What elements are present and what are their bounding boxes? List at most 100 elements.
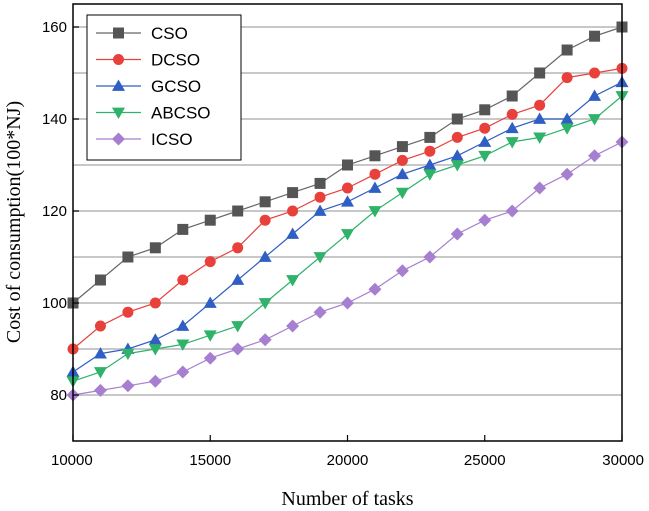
x-tick-label: 15000 (189, 452, 231, 469)
legend-label-cso: CSO (151, 24, 188, 43)
data-point-abcso (341, 229, 354, 241)
data-point-dcso (287, 205, 299, 217)
x-tick-label: 30000 (602, 452, 644, 469)
data-point-dcso (259, 214, 271, 226)
data-point-dcso (479, 122, 491, 134)
legend-marker-gcso (112, 79, 125, 91)
axis-ticks: 80 100 120 140 160 10000 15000 20000 25000 30000 (42, 19, 644, 469)
data-point-icso (286, 319, 300, 333)
series-dcso (67, 62, 628, 355)
x-tick-label: 20000 (327, 452, 369, 469)
data-point-cso (506, 90, 518, 102)
data-point-abcso (588, 114, 602, 126)
data-point-icso (395, 264, 409, 278)
series-icso (66, 135, 629, 402)
legend-item-gcso: GCSO (96, 77, 201, 96)
data-point-dcso (149, 297, 161, 309)
data-point-cso (314, 177, 326, 189)
legend-item-icso: ICSO (96, 130, 193, 149)
data-point-cso (122, 251, 134, 263)
data-point-gcso (258, 250, 272, 262)
data-point-gcso (533, 112, 547, 124)
data-point-gcso (286, 227, 300, 239)
data-point-cso (589, 30, 601, 42)
data-point-cso (259, 196, 271, 208)
data-point-dcso (122, 306, 134, 318)
data-point-gcso (148, 333, 162, 345)
data-point-abcso (560, 123, 574, 135)
legend-item-abcso: ABCSO (96, 104, 211, 123)
data-point-dcso (314, 191, 326, 203)
data-point-icso (313, 305, 327, 319)
data-point-gcso (395, 167, 409, 180)
data-point-gcso (588, 89, 602, 101)
y-tick-label: 100 (42, 295, 67, 312)
legend-marker-cso (113, 27, 124, 39)
data-point-abcso (231, 321, 245, 333)
data-point-icso (478, 213, 492, 227)
data-point-dcso (177, 274, 189, 286)
legend-label-abcso: ABCSO (151, 104, 211, 123)
legend-label-icso: ICSO (151, 130, 193, 149)
data-point-icso (341, 296, 354, 310)
data-point-icso (258, 333, 272, 347)
data-point-gcso (505, 121, 519, 134)
data-point-abcso (313, 252, 327, 264)
data-point-cso (287, 187, 299, 199)
data-point-abcso (148, 344, 162, 356)
data-point-icso (203, 351, 217, 365)
legend-label-dcso: DCSO (151, 51, 200, 70)
data-point-cso (369, 150, 381, 162)
data-point-cso (479, 104, 491, 116)
data-point-gcso (478, 135, 492, 147)
data-point-cso (561, 44, 573, 56)
data-point-gcso (231, 273, 245, 285)
x-tick-label: 25000 (464, 452, 506, 469)
data-point-cso (424, 131, 436, 143)
data-point-dcso (204, 256, 216, 268)
data-point-icso (588, 149, 602, 163)
data-point-gcso (313, 204, 327, 216)
data-point-dcso (342, 182, 353, 194)
data-point-dcso (94, 320, 106, 332)
data-point-abcso (203, 330, 217, 342)
data-point-dcso (232, 242, 244, 254)
data-point-gcso (203, 296, 217, 308)
y-axis-title: Cost of consumption(100*NJ) (3, 101, 25, 343)
data-point-gcso (423, 158, 437, 170)
data-point-abcso (533, 132, 547, 144)
data-point-gcso (368, 181, 382, 193)
legend-item-dcso: DCSO (96, 51, 200, 70)
data-point-cso (204, 214, 216, 226)
legend-marker-abcso (112, 107, 125, 119)
data-point-gcso (560, 112, 574, 124)
data-point-icso (93, 383, 107, 397)
data-point-abcso (286, 275, 300, 287)
data-point-icso (560, 167, 574, 181)
y-tick-label: 140 (42, 111, 67, 128)
series-layer (66, 21, 629, 402)
data-point-abcso (478, 150, 492, 163)
data-point-icso (231, 342, 245, 356)
data-point-abcso (368, 206, 382, 218)
series-abcso (66, 91, 629, 388)
data-point-abcso (423, 169, 437, 181)
data-point-icso (533, 181, 547, 195)
data-point-cso (534, 67, 546, 79)
data-point-icso (368, 282, 382, 296)
y-tick-label: 80 (50, 387, 67, 404)
data-point-gcso (450, 149, 464, 161)
data-point-abcso (121, 348, 135, 361)
data-point-abcso (505, 137, 519, 149)
data-point-icso (505, 204, 519, 218)
legend-item-cso: CSO (96, 24, 188, 43)
legend-marker-icso (112, 132, 125, 146)
x-axis-title: Number of tasks (281, 488, 413, 510)
legend-box (86, 14, 242, 161)
data-point-abcso (258, 298, 272, 310)
data-point-icso (176, 365, 190, 379)
data-point-abcso (176, 339, 190, 351)
data-point-icso (148, 374, 162, 388)
data-point-icso (121, 379, 135, 393)
